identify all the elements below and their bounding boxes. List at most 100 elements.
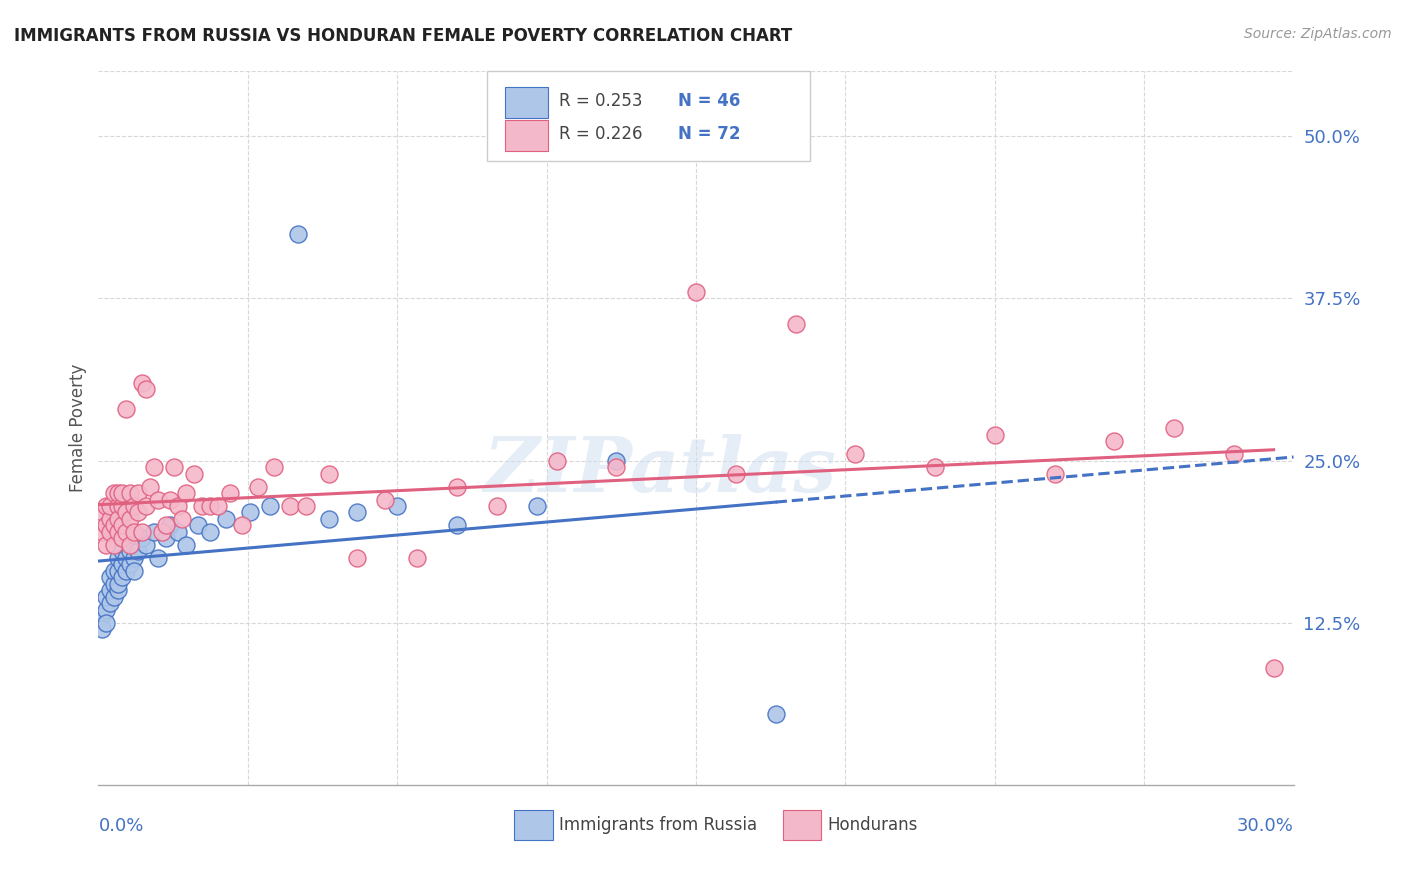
Point bbox=[98, 583, 122, 598]
Point bbox=[765, 706, 787, 721]
Point bbox=[115, 401, 138, 416]
Point bbox=[103, 564, 125, 578]
Point bbox=[685, 285, 707, 299]
Point bbox=[107, 512, 129, 526]
Point bbox=[96, 538, 118, 552]
Point bbox=[526, 499, 548, 513]
Point bbox=[191, 499, 214, 513]
Point bbox=[107, 524, 129, 539]
Point bbox=[1043, 467, 1066, 481]
Point bbox=[111, 486, 134, 500]
Point bbox=[174, 486, 197, 500]
Point bbox=[174, 538, 197, 552]
Point bbox=[103, 577, 125, 591]
Point bbox=[246, 479, 269, 493]
Point bbox=[98, 596, 122, 610]
Text: Source: ZipAtlas.com: Source: ZipAtlas.com bbox=[1244, 27, 1392, 41]
Point bbox=[107, 583, 129, 598]
Point bbox=[103, 590, 125, 604]
Point bbox=[294, 499, 316, 513]
Point bbox=[135, 499, 157, 513]
Point bbox=[183, 467, 205, 481]
Point bbox=[115, 550, 138, 565]
Point bbox=[605, 453, 627, 467]
Point bbox=[215, 512, 238, 526]
Point bbox=[318, 467, 340, 481]
Point bbox=[724, 467, 747, 481]
Point bbox=[120, 558, 142, 572]
Point bbox=[155, 532, 177, 546]
Point bbox=[259, 499, 281, 513]
Point bbox=[98, 512, 122, 526]
Point bbox=[924, 460, 946, 475]
Point bbox=[96, 590, 118, 604]
Point bbox=[406, 550, 429, 565]
Point bbox=[446, 518, 468, 533]
Point bbox=[111, 518, 134, 533]
Point bbox=[231, 518, 253, 533]
Point bbox=[107, 499, 129, 513]
Point bbox=[107, 577, 129, 591]
Text: N = 72: N = 72 bbox=[678, 125, 741, 143]
Point bbox=[131, 524, 153, 539]
Point bbox=[139, 479, 162, 493]
Point bbox=[98, 524, 122, 539]
Point bbox=[115, 524, 138, 539]
Point bbox=[115, 506, 138, 520]
Point bbox=[159, 492, 181, 507]
Point bbox=[96, 603, 118, 617]
Point bbox=[318, 512, 340, 526]
Point bbox=[135, 538, 157, 552]
Point bbox=[120, 538, 142, 552]
Point bbox=[172, 512, 194, 526]
Point bbox=[167, 499, 190, 513]
Text: R = 0.226: R = 0.226 bbox=[558, 125, 643, 143]
Point bbox=[91, 622, 114, 636]
Point bbox=[111, 570, 134, 584]
Point bbox=[207, 499, 229, 513]
Point bbox=[111, 558, 134, 572]
Point bbox=[374, 492, 396, 507]
Point bbox=[131, 376, 153, 390]
Point bbox=[107, 486, 129, 500]
Point bbox=[135, 382, 157, 396]
FancyBboxPatch shape bbox=[505, 120, 548, 151]
Point bbox=[346, 506, 368, 520]
Text: Hondurans: Hondurans bbox=[827, 816, 918, 834]
Point bbox=[984, 427, 1007, 442]
Point bbox=[127, 544, 149, 558]
Point bbox=[163, 460, 186, 475]
FancyBboxPatch shape bbox=[783, 810, 821, 840]
Text: ZIPatlas: ZIPatlas bbox=[484, 434, 837, 508]
Point bbox=[98, 499, 122, 513]
Point bbox=[111, 544, 134, 558]
Point bbox=[124, 564, 146, 578]
Point bbox=[143, 524, 166, 539]
Text: IMMIGRANTS FROM RUSSIA VS HONDURAN FEMALE POVERTY CORRELATION CHART: IMMIGRANTS FROM RUSSIA VS HONDURAN FEMAL… bbox=[14, 27, 793, 45]
Point bbox=[605, 460, 627, 475]
Point bbox=[785, 318, 807, 332]
Point bbox=[446, 479, 468, 493]
FancyBboxPatch shape bbox=[505, 87, 548, 119]
Text: 30.0%: 30.0% bbox=[1237, 817, 1294, 835]
Point bbox=[124, 499, 146, 513]
Point bbox=[546, 453, 568, 467]
Point bbox=[1223, 447, 1246, 461]
Text: Immigrants from Russia: Immigrants from Russia bbox=[558, 816, 756, 834]
Point bbox=[159, 518, 181, 533]
Text: N = 46: N = 46 bbox=[678, 92, 741, 111]
Point bbox=[287, 227, 309, 241]
Point bbox=[131, 532, 153, 546]
Point bbox=[198, 524, 221, 539]
Point bbox=[143, 460, 166, 475]
Point bbox=[127, 506, 149, 520]
Point bbox=[103, 518, 125, 533]
Point bbox=[385, 499, 409, 513]
Point bbox=[96, 499, 118, 513]
Point bbox=[96, 615, 118, 630]
Point bbox=[98, 570, 122, 584]
Point bbox=[111, 499, 134, 513]
Point bbox=[127, 486, 149, 500]
Point bbox=[219, 486, 242, 500]
Point bbox=[111, 532, 134, 546]
